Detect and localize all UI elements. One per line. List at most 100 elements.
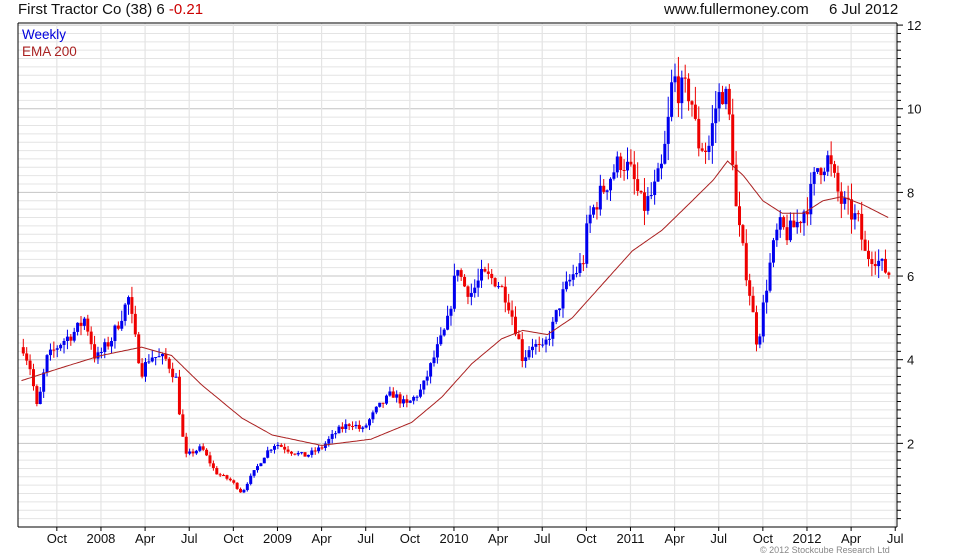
x-tick-label: Jul [181,531,198,546]
candle-body [262,457,266,464]
y-tick-label: 12 [907,18,921,33]
candle-body [646,196,650,211]
candle-body [79,322,83,326]
candle-body [727,88,731,115]
candle-body [89,331,93,345]
candle-body [232,480,236,483]
candle-body [564,281,568,290]
candle-body [116,325,120,329]
candle-body [602,185,606,192]
candle-body [873,264,877,267]
candle-body [822,171,826,176]
candle-body [629,161,633,165]
candle-body [592,207,596,215]
candle-body [799,221,803,224]
copyright: © 2012 Stockcube Research Ltd [760,545,890,555]
candle-body [123,304,127,321]
candle-body [863,239,867,251]
candle-body [401,399,405,404]
candle-body [693,104,697,119]
candle-body [147,361,151,363]
candle-body [252,470,256,476]
x-tick-label: Apr [135,531,156,546]
candle-body [357,424,361,429]
candle-body [113,325,117,342]
candle-body [368,419,372,426]
candle-body [819,168,823,176]
y-tick-label: 10 [907,102,921,117]
candle-body [137,334,141,364]
candle-body [381,402,385,404]
candle-body [96,352,100,359]
candle-body [642,192,646,211]
candle-body [551,321,555,339]
candle-body [120,320,124,329]
candle-body [683,77,687,79]
candle-body [323,443,327,448]
candle-body [639,190,643,193]
candle-body [218,474,222,476]
candle-body [235,482,239,489]
candle-body [795,221,799,228]
candle-body [415,396,419,398]
candle-body [625,161,629,171]
candle-body [598,185,602,210]
candle-body [704,150,708,152]
candle-body [283,446,287,450]
candle-body [167,358,171,369]
candle-body [782,217,786,228]
candle-body [653,181,657,196]
candle-body [340,426,344,429]
candle-body [466,286,470,297]
x-tick-label: Oct [576,531,597,546]
candle-body [507,302,511,311]
candle-body [174,376,178,378]
x-tick-label: Jul [357,531,374,546]
candle-body [177,376,181,415]
candle-body [836,172,840,192]
candle-body [754,312,758,345]
candle-body [65,336,69,342]
candle-body [391,391,395,398]
candle-body [856,213,860,215]
x-tick-label: Jul [710,531,727,546]
candle-body [208,455,212,464]
candle-body [710,123,714,146]
candle-body [384,395,388,404]
x-tick-label: Jul [887,531,904,546]
candle-body [792,220,796,228]
candle-body [744,243,748,281]
candle-body [395,394,399,398]
candle-body [524,357,528,362]
candle-body [714,108,718,124]
candle-body [870,259,874,265]
candle-body [731,114,735,165]
candle-body [276,444,280,446]
candle-body [82,318,86,326]
x-tick-label: Apr [841,531,862,546]
candle-body [880,258,884,261]
y-tick-label: 6 [907,269,914,284]
candle-body [164,353,168,359]
candle-body [405,399,409,403]
candle-body [28,360,32,370]
candle-body [724,88,728,105]
candle-body [86,318,90,332]
candle-body [775,229,779,241]
chart-date: 6 Jul 2012 [829,1,899,18]
x-tick-label: Oct [223,531,244,546]
x-tick-label: 2011 [616,531,644,546]
candle-body [748,280,752,296]
candle-body [313,450,317,452]
candle-body [765,290,769,303]
candle-body [697,118,701,149]
site-url[interactable]: www.fullermoney.com [664,1,809,18]
candle-body [707,145,711,152]
candle-body [809,183,813,215]
candle-body [632,164,636,180]
candle-body [622,170,626,172]
candle-body [334,433,338,435]
candle-body [866,250,870,260]
candle-body [245,483,249,491]
